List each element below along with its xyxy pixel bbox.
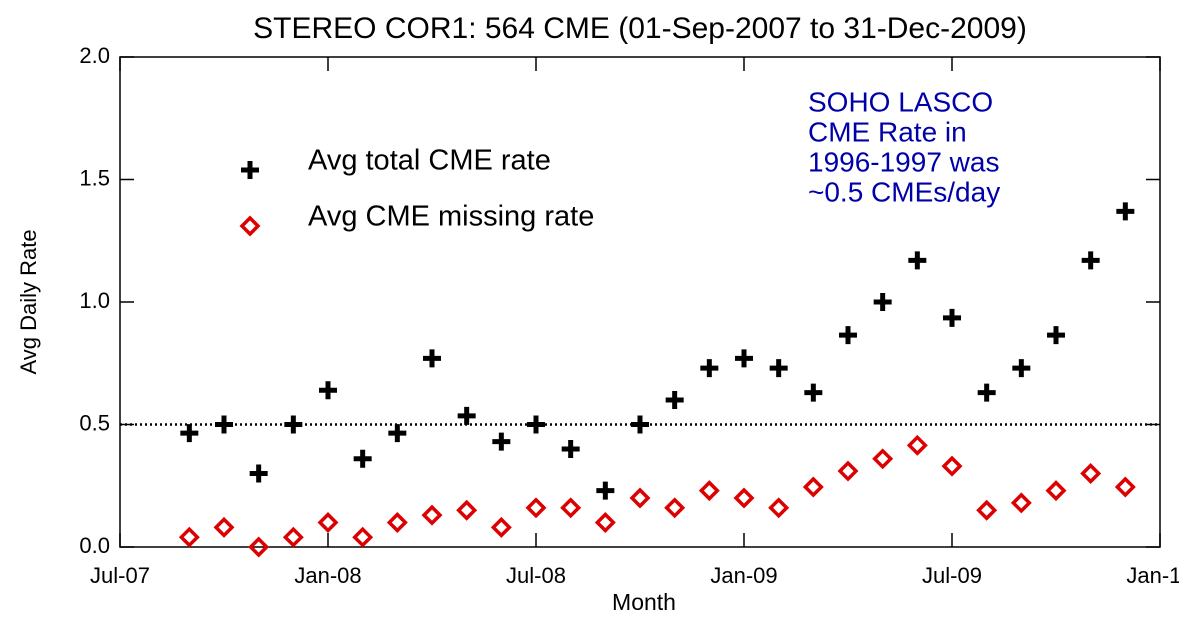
point bbox=[317, 512, 339, 533]
point bbox=[665, 391, 684, 409]
point bbox=[282, 526, 304, 548]
point bbox=[733, 487, 755, 509]
point bbox=[698, 480, 720, 502]
point bbox=[525, 497, 547, 519]
point bbox=[1114, 476, 1136, 498]
point bbox=[178, 526, 200, 548]
legend-marker bbox=[241, 161, 259, 179]
point bbox=[386, 512, 408, 533]
x-tick-label: Jan-09 bbox=[710, 563, 777, 588]
point bbox=[561, 440, 580, 458]
point bbox=[492, 432, 511, 451]
point bbox=[1116, 202, 1135, 221]
point bbox=[456, 499, 478, 521]
point bbox=[180, 424, 199, 443]
point bbox=[908, 251, 927, 270]
point bbox=[873, 293, 892, 311]
y-tick-label: 0.0 bbox=[79, 533, 110, 558]
point bbox=[943, 308, 961, 327]
legend-label: Avg CME missing rate bbox=[308, 201, 594, 233]
point bbox=[490, 516, 512, 538]
y-tick-label: 1.0 bbox=[79, 288, 110, 313]
chart-title: STEREO COR1: 564 CME (01-Sep-2007 to 31-… bbox=[253, 12, 1027, 45]
legend-marker bbox=[239, 215, 261, 237]
point bbox=[941, 455, 963, 477]
annotation: 1996-1997 was bbox=[808, 146, 999, 177]
annotation: CME Rate in bbox=[808, 116, 967, 147]
x-tick-label: Jul-08 bbox=[506, 563, 566, 588]
x-axis-label: Month bbox=[612, 589, 676, 615]
x-tick-label: Jan-10 bbox=[1126, 563, 1179, 588]
y-tick-label: 2.0 bbox=[79, 43, 110, 68]
point bbox=[388, 424, 407, 443]
annotation: SOHO LASCO bbox=[808, 86, 993, 117]
point bbox=[631, 415, 649, 434]
point bbox=[213, 516, 235, 538]
point bbox=[560, 497, 582, 519]
point bbox=[319, 381, 337, 400]
point bbox=[284, 415, 303, 434]
point bbox=[872, 448, 894, 470]
point bbox=[249, 464, 268, 483]
point bbox=[768, 497, 790, 519]
point bbox=[215, 415, 233, 434]
point bbox=[839, 326, 857, 345]
point bbox=[837, 460, 859, 482]
y-axis-label: Avg Daily Rate bbox=[16, 229, 41, 374]
x-tick-label: Jan-08 bbox=[294, 563, 361, 588]
point bbox=[1081, 251, 1100, 270]
point bbox=[1080, 463, 1102, 484]
legend-label: Avg total CME rate bbox=[308, 145, 551, 177]
point bbox=[629, 487, 651, 509]
point bbox=[352, 526, 374, 548]
point bbox=[977, 383, 996, 402]
point bbox=[1047, 326, 1065, 345]
x-tick-label: Jul-09 bbox=[922, 563, 982, 588]
point bbox=[1010, 492, 1032, 514]
x-tick-label: Jul-07 bbox=[90, 563, 150, 588]
annotation: ~0.5 CMEs/day bbox=[808, 176, 1000, 207]
point bbox=[353, 449, 372, 468]
point bbox=[594, 512, 616, 533]
point bbox=[423, 349, 441, 368]
point bbox=[906, 434, 928, 456]
point bbox=[802, 476, 824, 498]
y-tick-label: 0.5 bbox=[79, 410, 110, 435]
point bbox=[976, 499, 998, 521]
plot-frame bbox=[119, 56, 1161, 548]
y-tick-label: 1.5 bbox=[79, 165, 110, 190]
point bbox=[664, 497, 686, 519]
point bbox=[769, 359, 788, 378]
point bbox=[457, 406, 476, 425]
point bbox=[700, 359, 719, 378]
point bbox=[735, 349, 753, 368]
point bbox=[804, 383, 823, 402]
point bbox=[527, 415, 545, 434]
point bbox=[1045, 480, 1067, 502]
point bbox=[1012, 359, 1031, 378]
point bbox=[596, 481, 615, 500]
point bbox=[421, 504, 443, 526]
point bbox=[248, 536, 270, 558]
